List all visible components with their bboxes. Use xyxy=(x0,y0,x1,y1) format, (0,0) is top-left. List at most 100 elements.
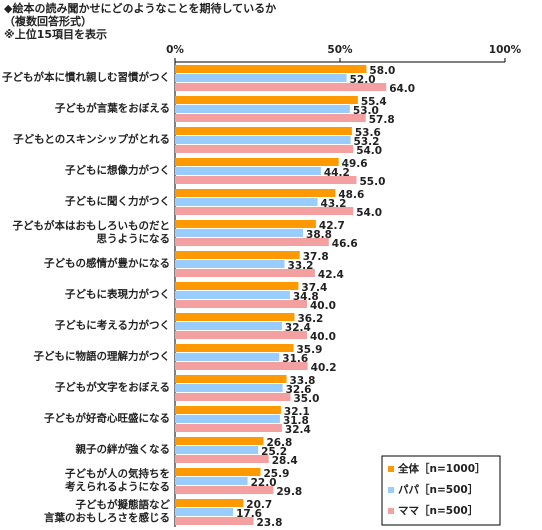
bar xyxy=(175,229,304,237)
y-tick-label: 子どもに物語の理解力がつく xyxy=(33,350,171,362)
legend-label: パパ［n=500］ xyxy=(398,483,478,496)
legend-box xyxy=(381,455,501,526)
value-label: 48.6 xyxy=(338,189,364,201)
y-tick-label: 子どもとのスキンシップがとれる xyxy=(13,133,170,145)
value-label: 28.4 xyxy=(272,455,298,467)
y-tick-label: 子どもが人の気持ちを 考えられるようになる xyxy=(65,467,170,493)
bar xyxy=(175,362,308,370)
legend-swatch xyxy=(388,508,394,514)
bar xyxy=(175,83,387,91)
bar xyxy=(175,508,234,516)
value-label: 35.0 xyxy=(294,393,320,405)
value-label: 36.2 xyxy=(297,313,323,325)
y-tick-label: 子どもの感情が豊かになる xyxy=(44,257,170,269)
value-label: 32.1 xyxy=(284,406,310,418)
value-label: 23.8 xyxy=(257,517,283,529)
y-tick-label: 親子の絆が強くなる xyxy=(75,443,171,455)
bar xyxy=(175,96,358,104)
bar xyxy=(175,269,315,277)
bar xyxy=(175,198,318,206)
y-tick-label: 子どもに表現力がつく xyxy=(65,288,170,300)
value-label: 55.4 xyxy=(361,96,387,108)
value-label: 53.6 xyxy=(355,127,381,139)
x-tick-label: 100% xyxy=(489,44,522,56)
bar xyxy=(175,384,283,392)
value-label: 42.4 xyxy=(318,269,344,281)
x-tick-label: 0% xyxy=(166,44,184,56)
value-label: 26.8 xyxy=(266,437,292,449)
value-label: 54.0 xyxy=(356,207,382,219)
value-label: 64.0 xyxy=(389,83,415,95)
legend-swatch xyxy=(388,487,394,493)
value-label: 54.0 xyxy=(356,145,382,157)
bar xyxy=(175,353,280,361)
bar xyxy=(175,331,307,339)
y-tick-label: 子どもが本に慣れ親しむ習慣がつく xyxy=(2,71,170,83)
value-label: 32.6 xyxy=(286,384,312,396)
bar xyxy=(175,313,295,321)
bar xyxy=(175,291,290,299)
value-label: 29.8 xyxy=(276,486,302,498)
legend-swatch xyxy=(388,466,394,472)
bar xyxy=(175,207,354,215)
legend-label: ママ［n=500］ xyxy=(398,504,478,517)
legend-label: 全体［n=1000］ xyxy=(397,462,486,475)
bar xyxy=(175,105,350,113)
bar xyxy=(175,260,285,268)
bar xyxy=(175,167,321,175)
bar xyxy=(175,238,329,246)
y-tick-label: 子どもに聞く力がつく xyxy=(65,195,170,207)
bar xyxy=(175,344,294,352)
bar xyxy=(175,393,291,401)
chart-title: ◆絵本の読み聞かせにどのようなことを期待しているか xyxy=(4,2,277,15)
bar xyxy=(175,65,367,73)
value-label: 55.0 xyxy=(360,176,386,188)
value-label: 40.0 xyxy=(310,300,336,312)
value-label: 37.4 xyxy=(301,282,327,294)
bar xyxy=(175,437,264,445)
bar xyxy=(175,517,254,525)
bar xyxy=(175,74,347,82)
value-label: 49.6 xyxy=(342,158,368,170)
bar xyxy=(175,477,248,485)
bar xyxy=(175,282,299,290)
x-tick-label: 50% xyxy=(327,44,353,56)
bar xyxy=(175,300,307,308)
bar xyxy=(175,424,282,432)
bar xyxy=(175,486,274,494)
y-tick-label: 子どもに想像力がつく xyxy=(65,164,170,176)
chart-note: ※上位15項目を表示 xyxy=(4,28,108,41)
y-tick-label: 子どもが好奇心旺盛になる xyxy=(44,412,170,424)
y-tick-label: 子どもが文字をおぼえる xyxy=(54,381,170,393)
bar xyxy=(175,415,280,423)
bar xyxy=(175,127,352,135)
bar xyxy=(175,145,354,153)
bar xyxy=(175,220,316,228)
y-tick-label: 子どもが言葉をおぼえる xyxy=(54,102,170,114)
value-label: 37.8 xyxy=(303,251,329,263)
value-label: 57.8 xyxy=(369,114,395,126)
y-tick-label: 子どもが本はおもしろいものだと 思うようになる xyxy=(12,219,171,245)
value-label: 31.8 xyxy=(283,415,309,427)
value-label: 46.6 xyxy=(332,238,358,250)
bar xyxy=(175,136,351,144)
value-label: 58.0 xyxy=(369,65,395,77)
value-label: 35.9 xyxy=(296,344,322,356)
value-label: 40.0 xyxy=(310,331,336,343)
bar xyxy=(175,406,281,414)
chart-subtitle: （複数回答形式） xyxy=(4,15,92,28)
value-label: 33.8 xyxy=(290,375,316,387)
bar xyxy=(175,375,287,383)
bar xyxy=(175,251,300,259)
bar xyxy=(175,189,336,197)
y-tick-label: 子どもが擬態語など 言葉のおもしろさを感じる xyxy=(44,498,170,524)
bar xyxy=(175,499,244,507)
value-label: 32.4 xyxy=(285,424,311,436)
bar xyxy=(175,455,269,463)
bar xyxy=(175,322,282,330)
bar xyxy=(175,176,357,184)
bar xyxy=(175,158,339,166)
bar xyxy=(175,114,366,122)
